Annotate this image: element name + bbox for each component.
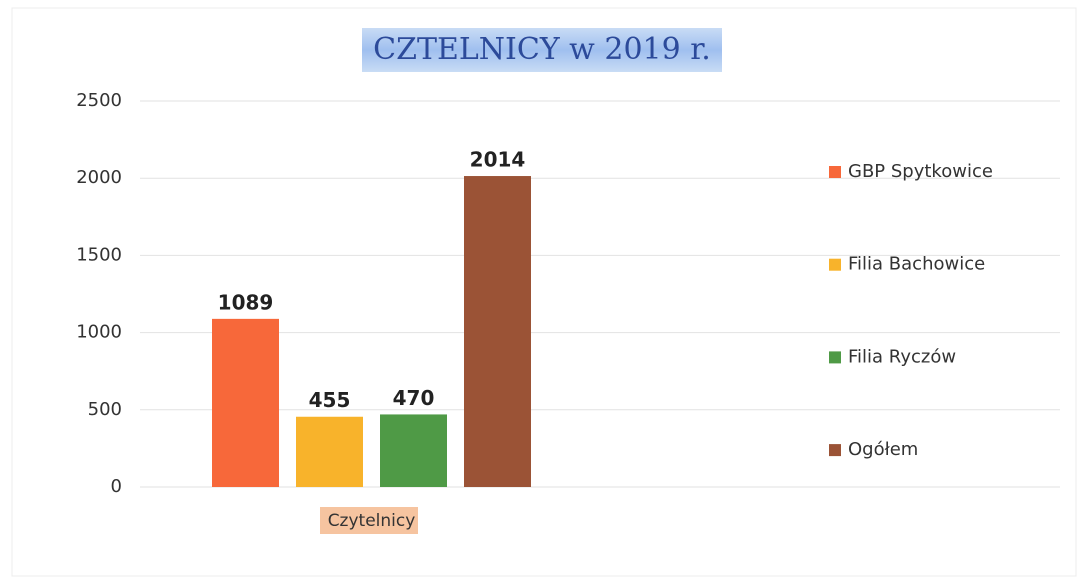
bar <box>296 416 363 487</box>
y-tick-label: 1500 <box>76 244 122 265</box>
value-label: 1089 <box>218 290 274 314</box>
legend-label: GBP Spytkowice <box>848 161 993 182</box>
legend-swatch <box>829 444 841 457</box>
bar <box>212 318 279 487</box>
x-tick-label: Czytelnicy <box>328 511 416 531</box>
legend-label: Ogółem <box>848 439 918 460</box>
legend-swatch <box>829 351 841 364</box>
frame <box>11 7 1077 577</box>
legend-swatch <box>829 166 841 178</box>
legend-label: Filia Ryczów <box>848 346 956 367</box>
chart-title: CZTELNICY w 2019 r. <box>373 32 711 67</box>
title-box <box>362 28 722 72</box>
bar <box>464 176 531 488</box>
y-tick-label: 0 <box>111 476 122 497</box>
bar <box>380 414 447 487</box>
value-label: 455 <box>309 388 351 412</box>
y-tick-label: 1000 <box>76 322 122 343</box>
y-tick-label: 2000 <box>76 167 122 188</box>
value-label: 470 <box>393 386 435 410</box>
legend-label: Filia Bachowice <box>848 254 985 275</box>
y-tick-label: 2500 <box>76 90 122 111</box>
value-label: 2014 <box>470 148 526 172</box>
legend-swatch <box>829 258 841 271</box>
category-box <box>320 507 418 534</box>
y-tick-label: 500 <box>88 399 122 420</box>
